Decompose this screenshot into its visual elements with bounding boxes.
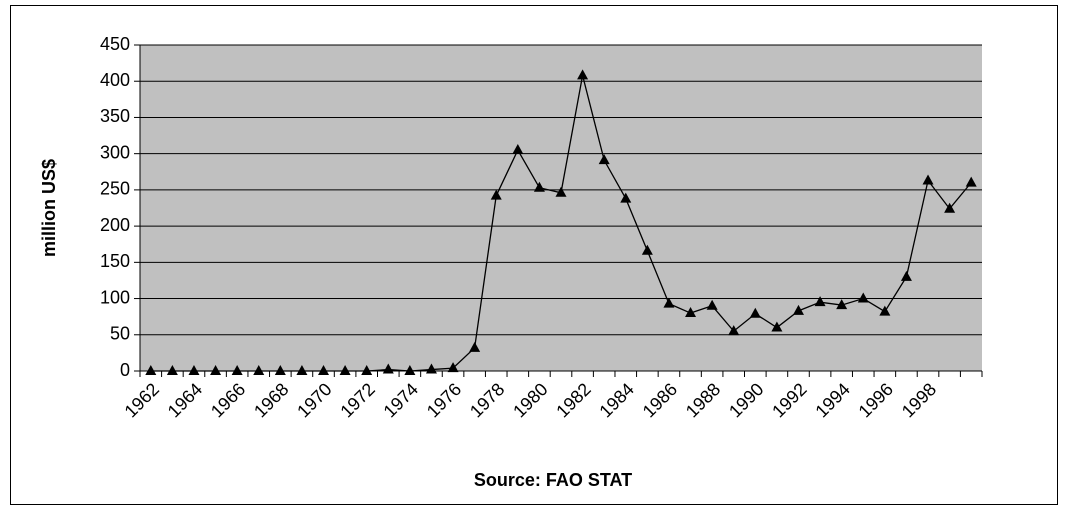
- marker: [425, 363, 437, 374]
- marker: [944, 202, 956, 213]
- y-tick-label: 200: [100, 215, 130, 235]
- marker: [706, 299, 718, 310]
- marker: [728, 325, 740, 336]
- marker: [533, 181, 545, 192]
- marker: [965, 176, 977, 187]
- marker: [361, 365, 373, 375]
- marker: [663, 297, 675, 308]
- marker: [771, 321, 783, 332]
- y-axis-title: million US$: [39, 159, 59, 257]
- y-tick-label: 300: [100, 142, 130, 162]
- marker: [512, 144, 524, 155]
- marker: [274, 365, 286, 375]
- marker: [879, 305, 891, 316]
- marker: [188, 365, 200, 375]
- marker: [814, 296, 826, 307]
- y-tick-label: 400: [100, 70, 130, 90]
- y-tick-label: 50: [110, 324, 130, 344]
- marker: [166, 365, 178, 375]
- marker: [490, 189, 502, 200]
- marker: [447, 362, 459, 373]
- marker: [253, 365, 265, 375]
- marker: [685, 307, 697, 318]
- marker: [382, 363, 394, 374]
- y-tick-label: 250: [100, 179, 130, 199]
- marker: [469, 341, 481, 352]
- marker: [404, 365, 416, 375]
- marker: [296, 365, 308, 375]
- marker: [641, 244, 653, 255]
- marker: [749, 307, 761, 318]
- marker: [857, 292, 869, 303]
- marker: [210, 365, 222, 375]
- marker: [145, 365, 157, 375]
- y-tick-label: 450: [100, 34, 130, 54]
- marker: [231, 365, 243, 375]
- marker: [555, 186, 567, 197]
- marker: [900, 270, 912, 281]
- y-tick-label: 100: [100, 287, 130, 307]
- x-axis-title: Source: FAO STAT: [474, 470, 632, 490]
- plot-area: [140, 45, 982, 371]
- marker: [922, 174, 934, 185]
- marker: [792, 304, 804, 315]
- marker: [318, 365, 330, 375]
- marker: [339, 365, 351, 375]
- marker: [836, 299, 848, 310]
- marker: [577, 69, 589, 80]
- marker: [598, 154, 610, 165]
- y-tick-label: 150: [100, 251, 130, 271]
- y-tick-label: 0: [120, 360, 130, 380]
- marker: [620, 192, 632, 203]
- y-tick-label: 350: [100, 106, 130, 126]
